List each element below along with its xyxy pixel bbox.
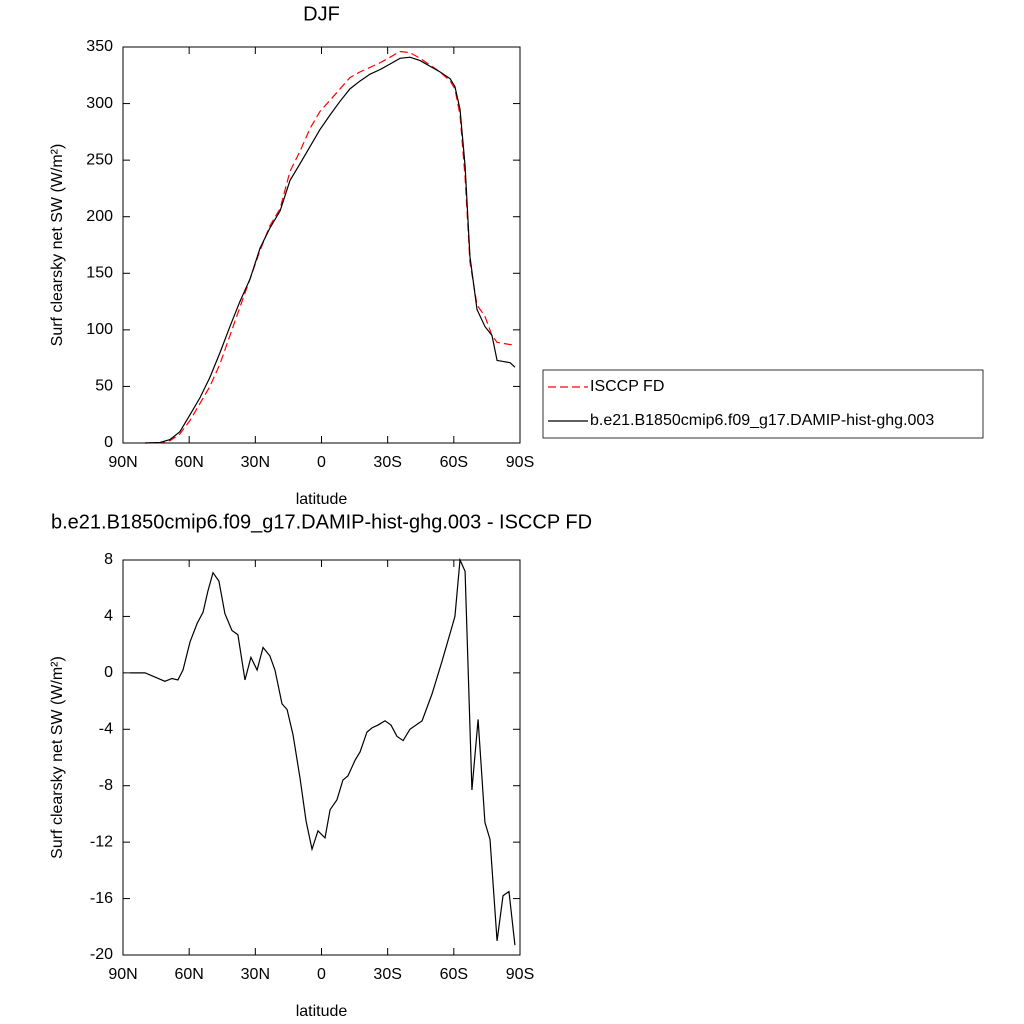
y-tick-label: 200 xyxy=(86,208,113,225)
chart-title: DJF xyxy=(303,3,340,25)
data-line xyxy=(145,56,516,444)
x-tick-label: 30N xyxy=(241,966,270,983)
x-tick-label: 90N xyxy=(108,966,137,983)
y-tick-label: 100 xyxy=(86,321,113,338)
x-tick-label: 30S xyxy=(373,966,401,983)
y-tick-label: -20 xyxy=(90,946,113,963)
x-tick-label: 60S xyxy=(440,966,468,983)
y-tick-label: -4 xyxy=(99,721,113,738)
legend-label: b.e21.B1850cmip6.f09_g17.DAMIP-hist-ghg.… xyxy=(590,412,934,429)
y-tick-label: -16 xyxy=(90,890,113,907)
x-tick-label: 0 xyxy=(317,966,326,983)
legend-label: ISCCP FD xyxy=(590,378,664,395)
x-tick-label: 30N xyxy=(241,454,270,471)
plot-frame xyxy=(122,46,521,444)
y-tick-label: -8 xyxy=(99,777,113,794)
x-tick-label: 30S xyxy=(373,454,401,471)
y-tick-label: 150 xyxy=(86,265,113,282)
data-line xyxy=(145,50,515,444)
plot-frame xyxy=(122,559,521,956)
data-line xyxy=(130,557,516,946)
x-axis-label: latitude xyxy=(296,1003,348,1020)
x-tick-label: 90S xyxy=(506,454,534,471)
y-tick-label: 0 xyxy=(104,664,113,681)
y-tick-label: 300 xyxy=(86,95,113,112)
y-tick-label: 8 xyxy=(104,551,113,568)
x-tick-label: 60S xyxy=(440,454,468,471)
x-tick-label: 90N xyxy=(108,454,137,471)
y-tick-label: 250 xyxy=(86,151,113,168)
x-tick-label: 60N xyxy=(174,454,203,471)
y-tick-label: -12 xyxy=(90,833,113,850)
x-tick-label: 60N xyxy=(174,966,203,983)
chart-title: b.e21.B1850cmip6.f09_g17.DAMIP-hist-ghg.… xyxy=(51,511,592,533)
y-tick-label: 0 xyxy=(104,434,113,451)
x-axis-label: latitude xyxy=(296,491,348,508)
x-tick-label: 90S xyxy=(506,966,534,983)
x-tick-label: 0 xyxy=(317,454,326,471)
y-axis-label: Surf clearsky net SW (W/m²) xyxy=(49,656,66,859)
y-axis-label: Surf clearsky net SW (W/m²) xyxy=(49,144,66,347)
y-tick-label: 4 xyxy=(104,608,113,625)
y-tick-label: 350 xyxy=(86,38,113,55)
legend-box xyxy=(542,369,984,439)
y-tick-label: 50 xyxy=(95,378,113,395)
